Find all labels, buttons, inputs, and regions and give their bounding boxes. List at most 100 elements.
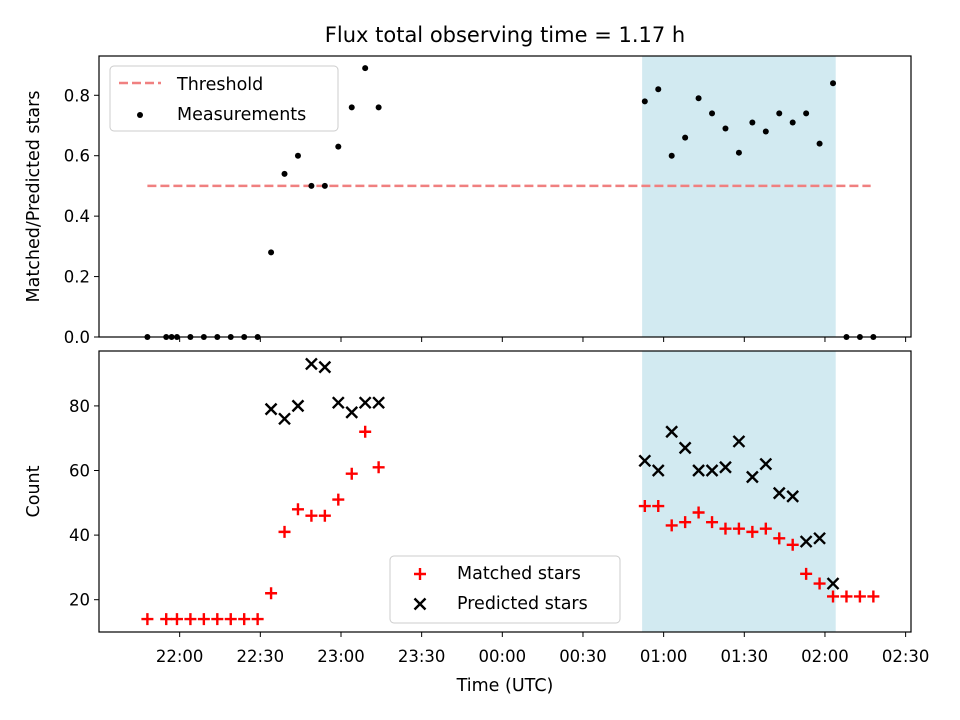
measurement-point (735, 149, 742, 156)
matched-star-marker (638, 500, 651, 513)
chart-title: Flux total observing time = 1.17 h (325, 23, 685, 47)
measurement-point (335, 143, 342, 150)
matched-star-marker (813, 577, 826, 590)
y-axis-label: Matched/Predicted stars (24, 91, 44, 303)
predicted-star-marker (692, 464, 705, 477)
predicted-star-marker (719, 460, 732, 474)
x-tick-label: 02:30 (882, 647, 930, 666)
matched-star-marker (759, 522, 772, 535)
matched-star-marker (800, 567, 813, 580)
predicted-star-marker (358, 396, 372, 410)
matched-star-marker (746, 525, 759, 538)
x-tick-label: 00:30 (559, 647, 607, 666)
axes-frame (98, 55, 912, 338)
y-tick-label: 0.6 (64, 147, 90, 166)
predicted-star-marker (372, 396, 385, 410)
predicted-star-marker (291, 399, 305, 413)
observing-window-shade (642, 351, 836, 632)
matched-star-marker (732, 522, 745, 535)
matched-star-marker (184, 613, 197, 626)
x-axis-label: Time (UTC) (456, 676, 554, 696)
predicted-star-marker (331, 396, 345, 410)
x-tick-label: 02:00 (801, 647, 849, 666)
predicted-star-marker (665, 425, 679, 439)
measurement-point (803, 110, 810, 117)
legend-measurement-swatch (137, 112, 143, 118)
measurement-point (776, 110, 783, 117)
legend-matched-label: Matched stars (457, 564, 581, 584)
matched-star-marker (160, 613, 173, 626)
legend-threshold-label: Threshold (176, 75, 263, 95)
predicted-star-marker (305, 357, 318, 371)
measurement-point (762, 128, 769, 135)
predicted-star-marker (772, 486, 786, 500)
legend-box (109, 65, 339, 132)
y-axis-label: Count (24, 465, 44, 517)
measurement-point (709, 110, 716, 117)
matched-star-marker (265, 587, 278, 600)
predicted-star-marker (786, 489, 800, 503)
x-tick-label: 22:00 (156, 647, 204, 666)
matched-star-marker (652, 500, 665, 513)
y-tick-label: 0.2 (64, 268, 90, 287)
matched-star-marker (692, 506, 705, 519)
measurement-point (695, 95, 702, 102)
matched-star-marker (867, 590, 880, 603)
matched-star-marker (773, 532, 786, 545)
y-tick-label: 0.0 (64, 328, 90, 347)
measurement-point (375, 104, 382, 111)
predicted-star-marker (638, 454, 652, 468)
legend: Threshold Measurements (109, 65, 339, 132)
y-tick-label: 0.8 (64, 86, 90, 105)
matched-star-marker (840, 590, 853, 603)
matched-star-marker (170, 613, 183, 626)
measurement-point (789, 119, 796, 126)
predicted-star-marker (345, 406, 359, 419)
predicted-star-marker (732, 435, 746, 448)
matched-star-marker (345, 467, 358, 480)
series-predicted-stars (264, 357, 840, 590)
x-tick-label: 00:00 (479, 647, 527, 666)
matched-star-marker (238, 613, 251, 626)
legend-measurement-label: Measurements (177, 105, 306, 125)
matched-star-marker (318, 509, 331, 522)
x-tick-label: 22:30 (237, 647, 285, 666)
matched-star-marker (786, 538, 799, 551)
legend-predicted-label: Predicted stars (457, 594, 588, 614)
matched-star-marker (853, 590, 866, 603)
measurement-point (294, 152, 301, 159)
matched-star-marker (141, 613, 154, 626)
measurement-point (722, 125, 729, 132)
matched-star-marker (211, 613, 224, 626)
matched-star-marker (224, 613, 237, 626)
predicted-star-marker (651, 464, 665, 477)
matched-star-marker (291, 503, 304, 516)
matched-star-marker (827, 590, 840, 603)
y-tick-label: 20 (69, 591, 90, 610)
measurement-point (348, 104, 355, 111)
observing-window-shade (642, 56, 836, 337)
matched-star-marker (332, 493, 345, 506)
measurement-point (749, 119, 756, 126)
y-tick-label: 80 (69, 397, 90, 416)
predicted-star-marker (746, 470, 759, 484)
predicted-star-marker (799, 535, 813, 548)
measurement-point (362, 65, 369, 72)
matched-star-marker (359, 425, 372, 438)
measurement-point (668, 152, 675, 159)
x-tick-label: 01:30 (721, 647, 769, 666)
predicted-star-marker (826, 577, 840, 590)
predicted-star-marker (759, 457, 773, 471)
matched-star-marker (665, 519, 678, 532)
measurement-point (321, 182, 328, 189)
matched-star-marker (251, 613, 264, 626)
predicted-star-marker (678, 441, 692, 455)
matched-star-marker (372, 461, 385, 474)
measurement-point (308, 182, 315, 189)
legend-matched-swatch (414, 568, 426, 580)
predicted-star-marker (705, 464, 719, 477)
measurement-point (268, 249, 275, 256)
measurement-point (655, 86, 662, 93)
matched-star-marker (278, 525, 291, 538)
